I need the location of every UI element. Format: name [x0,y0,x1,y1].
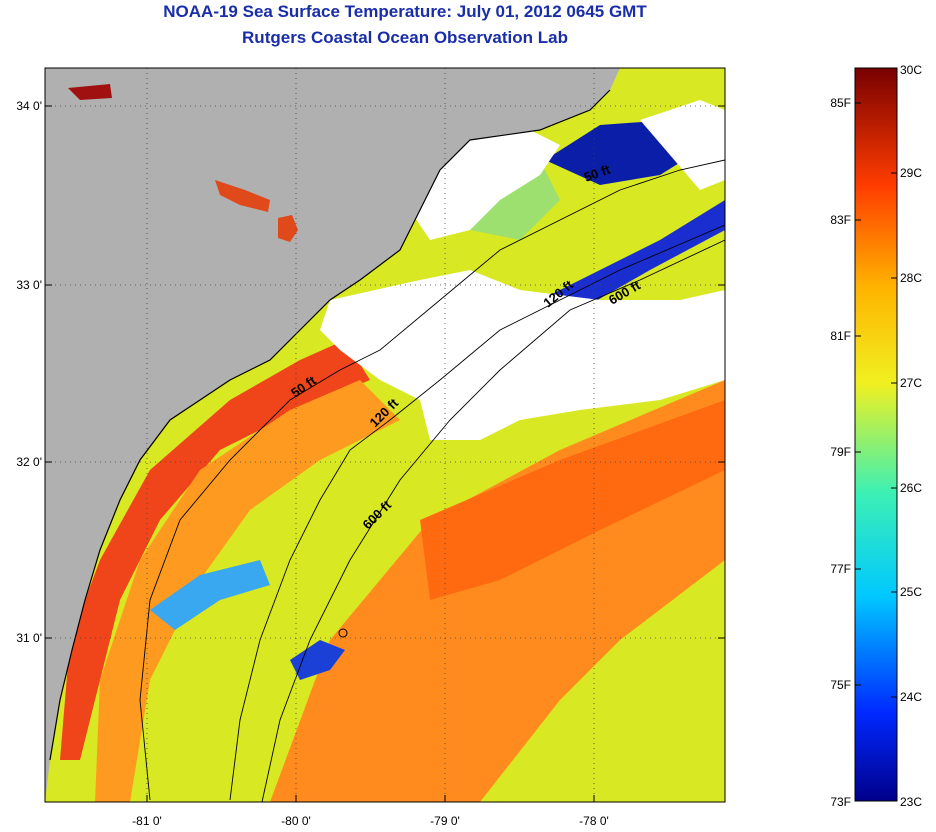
coastal-warm-band [60,340,370,760]
warm-water-region-2 [420,400,725,600]
lat-label: 31 0' [16,631,42,645]
celsius-label: 28C [900,271,922,285]
cool-patch-gulfstream [290,640,345,680]
map-frame [44,67,726,803]
fahrenheit-label: 81F [830,329,851,343]
map-title: NOAA-19 Sea Surface Temperature: July 01… [163,2,647,21]
colorbar-gradient [854,67,898,802]
contour-50ft [139,159,725,801]
cool-patch-south [150,560,270,630]
contour-120ft [229,224,725,801]
fahrenheit-label: 75F [830,678,851,692]
lat-label: 34 0' [16,99,42,113]
fahrenheit-label: 79F [830,445,851,459]
axis-ticks [45,105,725,802]
celsius-label: 27C [900,376,922,390]
celsius-label: 30C [900,63,922,77]
fahrenheit-label: 77F [830,562,851,576]
inland-lake-2 [215,180,270,212]
lat-label: 33 0' [16,278,42,292]
inland-lake-3 [278,215,298,242]
celsius-label: 25C [900,585,922,599]
station-marker[interactable] [338,628,348,638]
colorbar-celsius-ticks [855,102,897,698]
cool-patch-northeast [540,200,725,310]
coastline [49,89,611,761]
lon-label: -80 0' [281,814,311,828]
fahrenheit-label: 83F [830,213,851,227]
land-area[interactable] [45,68,620,802]
map-subtitle: Rutgers Coastal Ocean Observation Lab [242,28,568,47]
lat-label: 32 0' [16,455,42,469]
sst-map[interactable]: 50 ft 120 ft 600 ft 50 ft 120 ft 600 ft [45,68,725,802]
contour-600ft [261,239,725,802]
fahrenheit-label: 73F [830,795,851,809]
coastal-orange-band [95,380,400,802]
celsius-label: 26C [900,481,922,495]
celsius-label: 24C [900,690,922,704]
lon-label: -81 0' [132,814,162,828]
celsius-label: 29C [900,166,922,180]
cloud-patch-ne [640,100,725,190]
lon-label: -78 0' [579,814,609,828]
cloud-cover-main [320,270,725,440]
fahrenheit-label: 85F [830,96,851,110]
celsius-label: 23C [900,795,922,809]
graticule [45,68,725,802]
lon-label: -79 0' [430,814,460,828]
colorbar: 30C 29C 28C 27C 26C 25C 24C 23C 85F 83F … [830,63,922,809]
inland-lake-1 [68,84,112,100]
